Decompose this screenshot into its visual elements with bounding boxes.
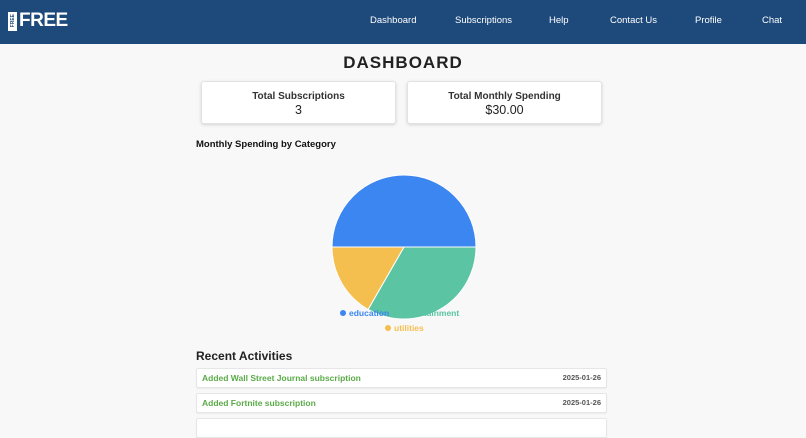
top-navbar: FREE FREE Dashboard Subscriptions Help C… xyxy=(0,0,806,44)
legend-dot-entertainment xyxy=(394,310,400,316)
legend-dot-utilities xyxy=(385,325,391,331)
nav-help[interactable]: Help xyxy=(549,15,569,26)
total-subscriptions-label: Total Subscriptions xyxy=(252,91,345,102)
activity-item[interactable]: Added Wall Street Journal subscription 2… xyxy=(196,368,607,388)
activity-date: 2025-01-26 xyxy=(562,373,601,382)
nav-profile[interactable]: Profile xyxy=(695,15,722,26)
total-subscriptions-card: Total Subscriptions 3 xyxy=(201,81,396,124)
activity-item[interactable]: Added Fortnite subscription 2025-01-26 xyxy=(196,393,607,413)
total-subscriptions-value: 3 xyxy=(295,103,302,117)
legend-label-entertainment: entertainment xyxy=(403,308,460,318)
legend-label-utilities: utilities xyxy=(394,323,424,333)
total-spending-card: Total Monthly Spending $30.00 xyxy=(407,81,602,124)
legend-item-utilities[interactable]: utilities xyxy=(385,323,424,333)
pie-slice-entertainment[interactable] xyxy=(367,246,477,320)
nav-contact-us[interactable]: Contact Us xyxy=(610,15,657,26)
activity-item-partial[interactable] xyxy=(196,418,607,438)
activity-text: Added Wall Street Journal subscription xyxy=(202,373,361,383)
recent-activities-heading: Recent Activities xyxy=(196,349,293,363)
spending-pie-chart: education entertainment utilities xyxy=(300,160,510,340)
nav-chat[interactable]: Chat xyxy=(762,15,783,26)
legend-label-education: education xyxy=(349,308,390,318)
logo-small-text: FREE xyxy=(9,14,16,28)
logo-text: FREE xyxy=(19,10,68,31)
legend-item-entertainment[interactable]: entertainment xyxy=(394,308,459,318)
total-spending-value: $30.00 xyxy=(485,103,524,117)
pie-slice-education[interactable] xyxy=(331,174,477,248)
chart-heading: Monthly Spending by Category xyxy=(196,139,336,150)
pie-slice-utilities[interactable] xyxy=(331,246,405,311)
legend-dot-education xyxy=(340,310,346,316)
activity-date: 2025-01-26 xyxy=(562,398,601,407)
logo-badge-icon: FREE xyxy=(8,11,17,31)
page-title: DASHBOARD xyxy=(343,53,463,72)
pie-chart-svg xyxy=(331,174,477,320)
nav-dashboard[interactable]: Dashboard xyxy=(370,15,417,26)
activity-text: Added Fortnite subscription xyxy=(202,398,316,408)
total-spending-label: Total Monthly Spending xyxy=(448,91,561,102)
brand-logo[interactable]: FREE FREE xyxy=(8,10,68,32)
nav-subscriptions[interactable]: Subscriptions xyxy=(455,15,513,26)
legend-item-education[interactable]: education xyxy=(340,308,389,318)
